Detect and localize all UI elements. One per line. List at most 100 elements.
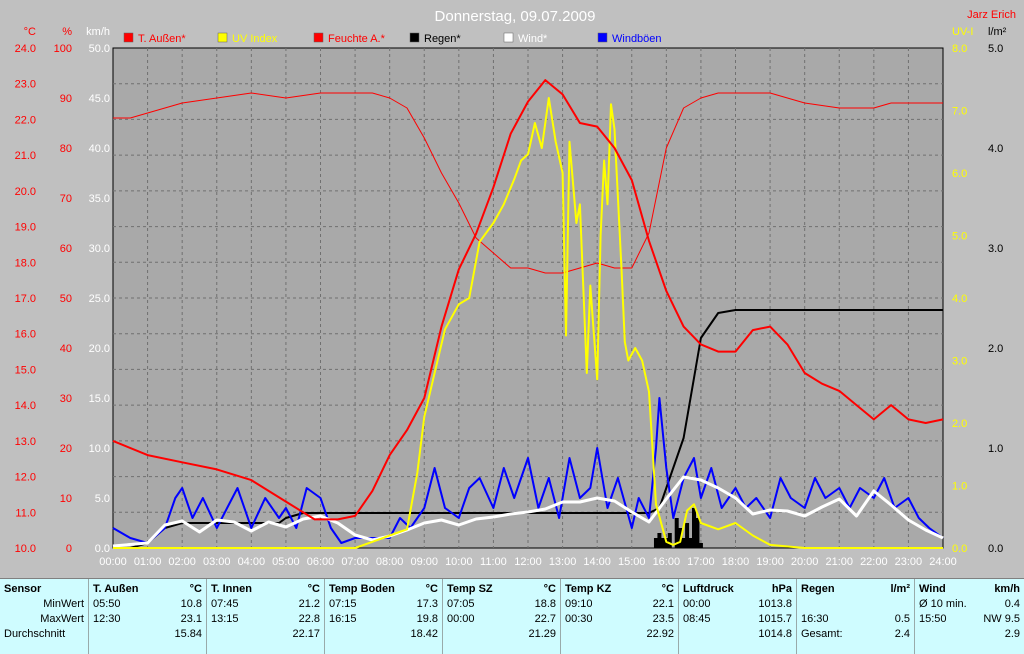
stats-cell-label [447,627,528,642]
stats-cell-label: 07:05 [447,598,475,610]
legend-swatch [123,32,134,43]
x-tick-label: 08:00 [376,556,404,568]
axis-unit-wind: km/h [86,26,110,38]
stats-cell-value: 22.92 [646,628,674,640]
x-tick-label: 13:00 [549,556,577,568]
legend-label: Windböen [612,33,662,45]
stats-cell-label: 00:00 [683,598,711,610]
stats-cell-value: 15.84 [174,628,202,640]
stats-cell-label: Ø 10 min. [919,598,967,610]
axis-tick-label-temp: 22.0 [15,114,36,126]
stats-cell-label [801,597,910,612]
stats-column: Temp SZ °C 07:05 18.8 00:00 22.7 21.29 [442,579,560,654]
author-label: Jarz Erich [967,9,1016,21]
stats-cell-label: T. Innen [211,583,252,595]
axis-tick-label-wind: 30.0 [89,243,110,255]
axis-tick-label-temp: 11.0 [15,507,36,519]
axis-tick-label-uv: 7.0 [952,106,967,118]
axis-tick-label-hum: 0 [66,543,72,555]
stats-row: 18.42 [325,627,442,642]
stats-row: Luftdruck hPa [679,582,796,597]
axes: 10.0 11.0 12.0 13.0 14.0 15.0 16.0 17.0 18.0 19.0… [15,26,1007,568]
axis-tick-label-wind: 25.0 [89,293,110,305]
stats-column: Temp KZ °C 09:10 22.1 00:30 23.5 22.92 [560,579,678,654]
axis-tick-label-hum: 80 [60,143,72,155]
stats-cell-label: 15:50 [919,613,947,625]
stats-cell-value: 22.7 [534,613,556,625]
chart-title: Donnerstag, 09.07.2009 [435,8,596,25]
stats-row: 13:15 22.8 [207,612,324,627]
axis-unit-uv: UV-I [952,26,973,38]
legend: T. Außen* UV Index Feuchte A.* Regen* Wind* W… [123,32,662,45]
legend-label: Regen* [424,33,461,45]
axis-tick-label-uv: 5.0 [952,231,967,243]
axis-tick-label-wind: 40.0 [89,143,110,155]
stats-cell-value: °C [425,583,438,595]
x-tick-label: 02:00 [168,556,196,568]
stats-row: Wind km/h [915,582,1024,597]
rain-bar [667,533,672,548]
stats-cell-label: Wind [919,583,946,595]
axis-tick-label-hum: 30 [60,393,72,405]
stats-row: 12:30 23.1 [89,612,206,627]
axis-tick-label-rain: 1.0 [988,443,1003,455]
stats-row: Temp SZ °C [443,582,560,597]
axis-tick-label-uv: 3.0 [952,356,967,368]
stats-cell-label [4,612,40,627]
stats-column: T. Außen °C 05:50 10.8 12:30 23.1 15.84 [88,579,206,654]
rain-bar [660,538,665,548]
axis-tick-label-wind: 50.0 [89,43,110,55]
x-tick-label: 14:00 [583,556,611,568]
series-line-temp_out [112,79,944,521]
axis-tick-label-uv: 4.0 [952,293,967,305]
stats-cell-label: Temp SZ [447,583,493,595]
stats-cell-label: 16:15 [329,613,357,625]
x-tick-label: 06:00 [307,556,335,568]
x-tick-label: 12:00 [514,556,542,568]
stats-row: Regen l/m² [797,582,914,597]
axis-tick-label-temp: 23.0 [15,79,36,91]
stats-column: Wind km/h Ø 10 min. 0.4 15:50 NW 9.5 2.9 [914,579,1024,654]
stats-row: Temp Boden °C [325,582,442,597]
stats-cell-label: Temp KZ [565,583,612,595]
axis-tick-label-wind: 35.0 [89,193,110,205]
stats-cell-label: 00:00 [447,613,475,625]
stats-row: 05:50 10.8 [89,597,206,612]
stats-cell-label [683,627,758,642]
axis-tick-label-hum: 20 [60,443,72,455]
stats-cell-value: 22.8 [298,613,320,625]
x-tick-label: 18:00 [722,556,750,568]
rain-bar [674,518,679,548]
x-tick-label: 24:00 [929,556,957,568]
axis-tick-label-temp: 17.0 [15,293,36,305]
stats-cell-value: 2.9 [1004,628,1020,640]
rain-bar [698,543,703,548]
x-tick-label: 20:00 [791,556,819,568]
stats-cell-value: km/h [994,583,1020,595]
stats-row: 07:45 21.2 [207,597,324,612]
axis-tick-label-rain: 2.0 [988,343,1003,355]
axis-tick-label-hum: 10 [60,493,72,505]
stats-cell-label: 07:45 [211,598,239,610]
stats-cell-value: 21.29 [528,628,556,640]
stats-cell-value: °C [543,583,556,595]
x-tick-label: 00:00 [99,556,127,568]
stats-row: 15:50 NW 9.5 [915,612,1024,627]
stats-column: Regen l/m² 16:30 0.5 Gesamt: 2.4 [796,579,914,654]
stats-row: 07:15 17.3 [325,597,442,612]
axis-tick-label-temp: 15.0 [15,364,36,376]
axis-tick-label-hum: 60 [60,243,72,255]
axis-tick-label-hum: 90 [60,93,72,105]
stats-cell-label: 00:30 [565,613,593,625]
stats-table: Sensor MinWert MaxWert Durchschnitt T. Außen… [0,578,1024,654]
stats-cell-value: °C [661,583,674,595]
stats-cell-label: 12:30 [93,613,121,625]
rain-bar [653,538,658,548]
legend-swatch [217,32,228,43]
legend-label: UV Index [232,33,278,45]
stats-cell-label: Regen [801,583,835,595]
series-line-wind [112,475,944,548]
axis-tick-label-uv: 8.0 [952,43,967,55]
stats-cell-value: 19.8 [416,613,438,625]
stats-row: 16:30 0.5 [797,612,914,627]
